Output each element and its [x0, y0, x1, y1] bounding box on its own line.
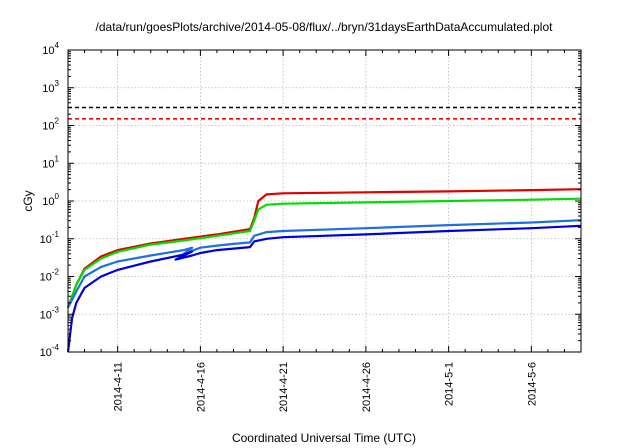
x-axis-label: Coordinated Universal Time (UTC)	[232, 431, 416, 445]
y-tick-label: 103	[42, 79, 59, 95]
x-axis: 2014-4-11 2014-4-16 2014-4-21 2014-4-26 2014…	[67, 50, 582, 412]
series-line-2	[66, 197, 582, 308]
series-line-4	[66, 224, 582, 353]
y-tick-label: 102	[42, 117, 59, 133]
y-tick-label: 10-2	[40, 268, 60, 284]
y-tick-label: 104	[42, 41, 59, 57]
x-tick-label: 2014-4-26	[361, 362, 373, 412]
x-tick-label: 2014-4-11	[113, 362, 125, 411]
series-line-1	[66, 188, 582, 308]
y-tick-label: 10-3	[40, 305, 60, 321]
y-axis: 10-4 10-3 10-2 10-1 100 101 102 103 104	[40, 41, 581, 359]
series-lines	[66, 188, 582, 353]
chart-title: /data/run/goesPlots/archive/2014-05-08/f…	[96, 20, 554, 34]
x-tick-label: 2014-4-21	[278, 362, 290, 412]
y-axis-label: cGy	[21, 190, 35, 211]
y-tick-label: 10-4	[40, 343, 60, 359]
y-tick-label: 100	[42, 192, 59, 208]
x-tick-label: 2014-4-16	[195, 362, 207, 412]
y-tick-label: 101	[42, 154, 59, 170]
series-line-3	[67, 219, 582, 309]
reference-lines	[68, 106, 581, 120]
x-tick-label: 2014-5-6	[526, 362, 538, 406]
y-tick-label: 10-1	[40, 230, 60, 246]
x-tick-label: 2014-5-1	[444, 362, 456, 406]
